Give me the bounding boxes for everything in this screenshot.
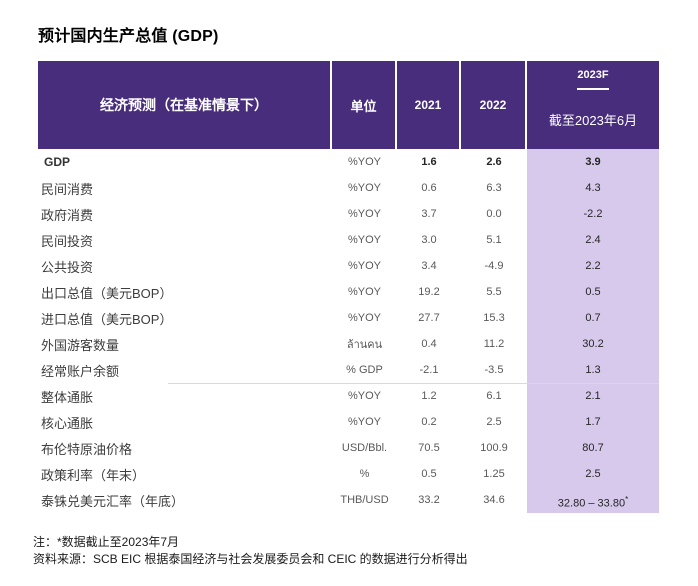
value-2021: 3.4 — [421, 260, 437, 272]
header-unit: 单位 — [332, 61, 397, 149]
value-2023f: 80.7 — [527, 435, 659, 461]
row-label: 民间投资 — [41, 233, 94, 249]
header-2021: 2021 — [397, 61, 461, 149]
forecast-table: 经济预测（在基准情景下） 单位 2021 2022 2023F 截至2023年6… — [38, 61, 659, 513]
table-row: 经常账户余额 % GDP -2.1 -3.5 1.3 — [38, 357, 659, 383]
value-2022: 100.9 — [480, 442, 508, 454]
row-unit: %YOY — [347, 208, 381, 220]
page-title: 预计国内生产总值 (GDP) — [38, 28, 219, 45]
value-2023f: 2.2 — [527, 253, 659, 279]
footnote: 注：*数据截止至2023年7月 — [33, 535, 180, 549]
table-header-row: 经济预测（在基准情景下） 单位 2021 2022 2023F 截至2023年6… — [38, 61, 659, 149]
footnotes: 注：*数据截止至2023年7月 资料来源：SCB EIC 根据泰国经济与社会发展… — [33, 534, 698, 568]
row-label: 政策利率（年末） — [41, 467, 146, 483]
row-label: 经常账户余额 — [41, 363, 120, 379]
table-row: 进口总值（美元BOP） %YOY 27.7 15.3 0.7 — [38, 305, 659, 331]
value-2022: 6.3 — [486, 182, 502, 194]
value-2023f: 1.3 — [527, 357, 659, 383]
row-unit: %YOY — [347, 260, 381, 272]
table-row: 外国游客数量 ล้านคน 0.4 11.2 30.2 — [38, 331, 659, 357]
row-unit: THB/USD — [340, 494, 389, 506]
value-2022: 6.1 — [486, 390, 502, 402]
value-2023f: 2.1 — [527, 383, 659, 409]
row-label: 民间消费 — [41, 181, 94, 197]
value-2021: 19.2 — [418, 286, 440, 298]
row-label: 出口总值（美元BOP） — [41, 285, 173, 301]
source-note: 资料来源：SCB EIC 根据泰国经济与社会发展委员会和 CEIC 的数据进行分… — [33, 552, 468, 566]
row-label: 外国游客数量 — [41, 337, 120, 353]
row-unit: %YOY — [347, 416, 381, 428]
table-row: 整体通胀 %YOY 1.2 6.1 2.1 — [38, 383, 659, 409]
row-unit: USD/Bbl. — [341, 442, 388, 454]
table-row: GDP %YOY 1.6 2.6 3.9 — [38, 149, 659, 175]
report-page: 预计国内生产总值 (GDP) 经济预测（在基准情景下） 单位 2021 2022… — [33, 28, 698, 568]
table-row: 核心通胀 %YOY 0.2 2.5 1.7 — [38, 409, 659, 435]
value-2022: 5.1 — [486, 234, 502, 246]
value-2022: 15.3 — [483, 312, 505, 324]
value-2022: -3.5 — [484, 364, 504, 376]
row-unit: %YOY — [347, 234, 381, 246]
value-2021: -2.1 — [419, 364, 439, 376]
row-unit: %YOY — [347, 390, 381, 402]
value-2021: 1.2 — [421, 390, 437, 402]
row-label: 核心通胀 — [41, 415, 94, 431]
row-label: 整体通胀 — [41, 389, 94, 405]
row-label: 公共投资 — [41, 259, 94, 275]
value-2023f: 1.7 — [527, 409, 659, 435]
table-row: 政策利率（年末）% 0.5 1.25 2.5 — [38, 461, 659, 487]
row-unit: %YOY — [347, 156, 381, 168]
value-2021: 27.7 — [418, 312, 440, 324]
row-label: 政府消费 — [41, 207, 94, 223]
row-unit: % GDP — [346, 364, 383, 376]
value-2021: 70.5 — [418, 442, 440, 454]
row-label: 进口总值（美元BOP） — [41, 311, 173, 327]
header-2023f-asof: 截至2023年6月 — [548, 113, 638, 128]
value-2023f: 2.4 — [527, 227, 659, 253]
value-2021: 33.2 — [418, 494, 440, 506]
table-row: 布伦特原油价格 USD/Bbl. 70.5 100.9 80.7 — [38, 435, 659, 461]
value-2021: 0.5 — [421, 468, 437, 480]
table-row: 公共投资 %YOY 3.4 -4.9 2.2 — [38, 253, 659, 279]
header-forecast-scenario: 经济预测（在基准情景下） — [38, 61, 332, 149]
row-unit: %YOY — [347, 182, 381, 194]
value-2023f: 0.5 — [527, 279, 659, 305]
value-2023f: 30.2 — [527, 331, 659, 357]
value-2022: 2.6 — [486, 156, 502, 168]
row-unit: ล้านคน — [346, 339, 383, 351]
row-unit: % — [359, 468, 370, 480]
row-label: 布伦特原油价格 — [41, 441, 133, 457]
table-row: 出口总值（美元BOP） %YOY 19.2 5.5 0.5 — [38, 279, 659, 305]
value-2021: 0.2 — [421, 416, 437, 428]
value-2021: 3.0 — [421, 234, 437, 246]
value-2022: 34.6 — [483, 494, 505, 506]
table-row: 泰铢兑美元汇率（年底） THB/USD 33.2 34.6 32.80 – 33.80* — [38, 487, 659, 513]
value-2022: -4.9 — [484, 260, 504, 272]
table-body: GDP %YOY 1.6 2.6 3.9 民间消费 %YOY 0.6 6.3 4.3 政府消费 %YO… — [38, 149, 659, 513]
value-2023f: 2.5 — [527, 461, 659, 487]
value-2023f: -2.2 — [527, 201, 659, 227]
table-row: 政府消费 %YOY 3.7 0.0 -2.2 — [38, 201, 659, 227]
value-2021: 1.6 — [421, 156, 437, 168]
value-2022: 2.5 — [486, 416, 502, 428]
value-2022: 5.5 — [486, 286, 502, 298]
table-row: 民间消费 %YOY 0.6 6.3 4.3 — [38, 175, 659, 201]
value-2022: 1.25 — [483, 468, 505, 480]
header-2023f-group: 2023F 截至2023年6月 — [527, 61, 659, 149]
value-2021: 0.6 — [421, 182, 437, 194]
value-2023f: 4.3 — [527, 175, 659, 201]
row-label: GDP — [44, 155, 71, 169]
value-2023f: 3.9 — [527, 149, 659, 175]
value-2023f: 32.80 – 33.80* — [527, 487, 659, 513]
row-label: 泰铢兑美元汇率（年底） — [41, 493, 185, 509]
value-2021: 3.7 — [421, 208, 437, 220]
value-2021: 0.4 — [421, 338, 437, 350]
row-unit: %YOY — [347, 286, 381, 298]
table-row: 民间投资 %YOY 3.0 5.1 2.4 — [38, 227, 659, 253]
value-2022: 0.0 — [486, 208, 502, 220]
header-2022: 2022 — [461, 61, 527, 149]
row-unit: %YOY — [347, 312, 381, 324]
value-2022: 11.2 — [483, 338, 505, 350]
value-2023f: 0.7 — [527, 305, 659, 331]
header-2023f: 2023F — [577, 61, 609, 90]
